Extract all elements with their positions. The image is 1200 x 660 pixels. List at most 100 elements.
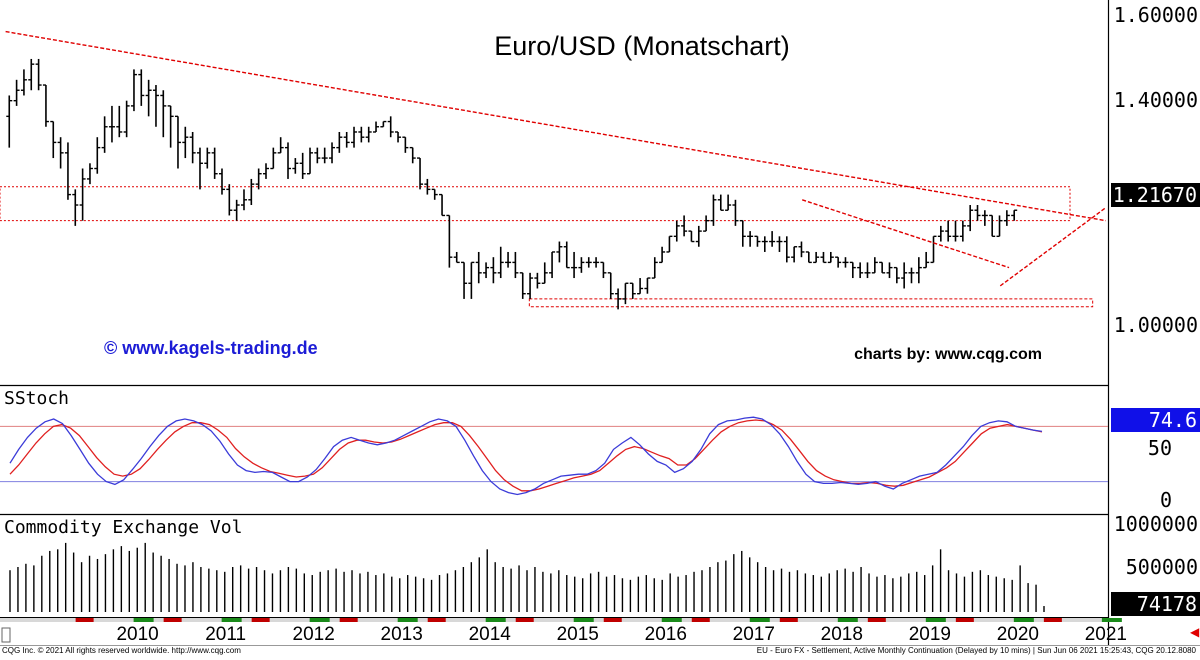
ohlc-bar	[417, 157, 424, 190]
ohlc-bar	[409, 146, 416, 164]
ohlc-bar	[1003, 210, 1010, 226]
ohlc-bar	[255, 168, 262, 190]
ohlc-bar	[314, 147, 321, 164]
x-axis-year-marker	[133, 618, 154, 622]
x-tick-label: 2012	[293, 624, 335, 645]
ohlc-bar	[996, 215, 1003, 238]
x-axis-year-marker	[427, 618, 446, 622]
x-axis-year-marker	[1013, 618, 1034, 622]
ohlc-bar	[475, 251, 482, 284]
watermark-link[interactable]: © www.kagels-trading.de	[104, 338, 318, 358]
downtrend-2018-trendline	[801, 199, 1010, 269]
x-axis-year-marker	[867, 618, 886, 622]
volume-value-badge	[1111, 592, 1200, 616]
ohlc-bar	[101, 116, 108, 153]
x-axis-year-marker	[1043, 618, 1062, 622]
x-axis-year-marker	[955, 618, 974, 622]
ohlc-bar	[373, 121, 380, 133]
ohlc-bar	[64, 142, 71, 200]
ohlc-bar	[835, 256, 842, 268]
ohlc-bar	[512, 251, 519, 279]
ohlc-bar	[218, 168, 225, 195]
ohlc-bar	[798, 241, 805, 258]
x-axis-year-marker	[661, 618, 682, 622]
ohlc-bar	[879, 261, 886, 274]
ohlc-bar	[549, 251, 556, 279]
x-axis-year-marker	[837, 618, 858, 622]
x-axis-year-marker	[339, 618, 358, 622]
ohlc-bar	[79, 168, 86, 221]
ohlc-bar	[189, 131, 196, 164]
ohlc-bar	[72, 189, 79, 226]
x-tick-label: 2018	[821, 624, 863, 645]
ohlc-bar	[600, 261, 607, 279]
credit-text: charts by: www.cqg.com	[854, 346, 1042, 363]
last-price-label: 1.21670	[1113, 183, 1197, 207]
chart-title: Euro/USD (Monatschart)	[494, 31, 790, 61]
ohlc-bar	[123, 100, 130, 138]
x-axis: 2010 2011 2012 2013 2014 2015 2016 2017 2018 2019…	[0, 618, 1127, 645]
x-tick-label: 2019	[909, 624, 951, 645]
price-panel-frame	[0, 0, 1108, 385]
scroll-left-box-icon[interactable]	[1, 627, 11, 643]
x-axis-year-marker	[573, 618, 594, 622]
ohlc-bar	[923, 251, 930, 269]
ohlc-bar	[86, 163, 93, 185]
sstoch-k-line	[9, 416, 1043, 496]
ohlc-bar	[483, 262, 490, 279]
y-tick-label: 1.40000	[1114, 88, 1198, 112]
ohlc-bar	[240, 189, 247, 211]
ohlc-bar	[277, 137, 284, 154]
ohlc-bar	[20, 69, 27, 96]
x-tick-label: 2016	[645, 624, 687, 645]
ohlc-bar	[725, 194, 732, 211]
ohlc-bar	[6, 95, 13, 148]
x-tick-label: 2015	[557, 624, 599, 645]
ohlc-bar	[915, 257, 922, 284]
x-tick-label: 2014	[469, 624, 512, 645]
ohlc-bar	[981, 210, 988, 226]
x-axis-year-marker	[603, 618, 622, 622]
footer-info: EU - Euro FX - Settlement, Active Monthl…	[757, 646, 1197, 655]
ohlc-bar	[886, 262, 893, 279]
ohlc-bar	[431, 188, 438, 200]
ohlc-bar	[167, 105, 174, 148]
sstoch-d-line	[9, 419, 1043, 492]
ohlc-bar	[637, 278, 644, 295]
ohlc-bar	[321, 147, 328, 164]
scroll-right-arrow-icon[interactable]: ◀	[1190, 625, 1200, 639]
ohlc-bar	[710, 194, 717, 226]
ohlc-bar	[519, 272, 526, 299]
x-axis-year-marker	[485, 618, 506, 622]
ohlc-bar	[292, 158, 299, 174]
ohlc-bar	[937, 225, 944, 242]
ohlc-bar	[351, 126, 358, 148]
ohlc-bar	[827, 251, 834, 264]
ohlc-bar	[380, 120, 387, 128]
x-tick-label: 2013	[381, 624, 423, 645]
ohlc-bar	[307, 147, 314, 175]
ohlc-bar	[395, 131, 402, 143]
ohlc-bar	[615, 288, 622, 310]
footer-copyright: CQG Inc. © 2021 All rights reserved worl…	[2, 646, 241, 655]
ohlc-bar	[769, 231, 776, 247]
x-tick-label: 2017	[733, 624, 775, 645]
ohlc-bar	[754, 235, 761, 247]
ohlc-bar	[688, 230, 695, 243]
ohlc-bar	[35, 58, 42, 91]
support-trendline	[999, 207, 1107, 287]
ohlc-bar	[182, 126, 189, 159]
sstoch-label: SStoch	[4, 388, 69, 409]
ohlc-bar	[424, 178, 431, 195]
sstoch-y-tick: 0	[1160, 488, 1172, 512]
ohlc-bar	[871, 257, 878, 274]
ohlc-bar	[211, 147, 218, 179]
ohlc-bar	[805, 251, 812, 264]
ohlc-bar	[820, 251, 827, 264]
ohlc-bar	[174, 115, 181, 169]
ohlc-bar	[857, 262, 864, 279]
ohlc-bar	[468, 261, 475, 299]
ohlc-bar	[783, 236, 790, 263]
ohlc-bar	[285, 142, 292, 179]
